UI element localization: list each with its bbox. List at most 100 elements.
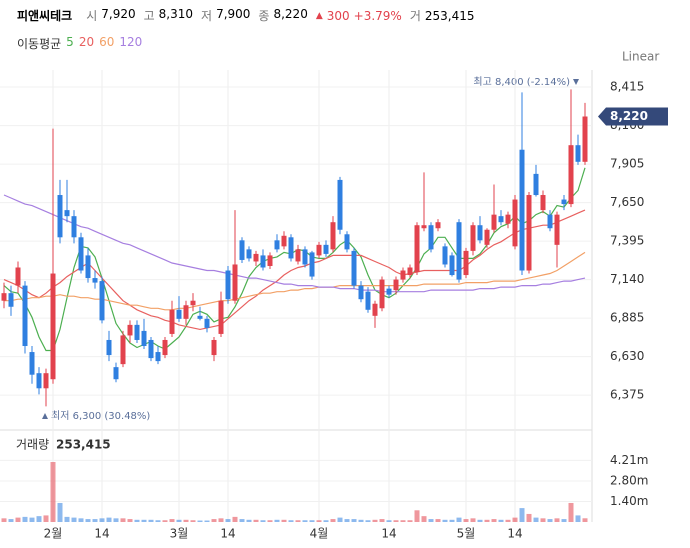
volume-bar (393, 520, 399, 522)
candle-body (533, 173, 539, 196)
candle-body (540, 195, 546, 211)
volume-bar (526, 513, 532, 522)
candle-body (456, 222, 462, 280)
volume-bar (449, 519, 455, 522)
volume-bar (554, 518, 560, 522)
volume-bar (113, 518, 119, 522)
volume-bar (533, 517, 539, 522)
volume-bar (330, 519, 336, 522)
volume-bar (568, 502, 574, 522)
volume-bar (477, 519, 483, 522)
candle-body (162, 339, 168, 356)
candle-body (365, 291, 371, 310)
candle-body (8, 293, 14, 307)
volume-bar (288, 520, 294, 522)
candle-body (323, 244, 329, 254)
header-label: 종 (258, 9, 270, 23)
candle-body (386, 288, 392, 295)
candle-body (127, 324, 133, 336)
volume-bar (50, 462, 56, 522)
volume-bar (260, 520, 266, 522)
y-tick-label: 6,885 (610, 311, 644, 325)
candle-body (512, 199, 518, 247)
scale-mode[interactable]: Linear (622, 50, 659, 64)
volume-bar (106, 517, 112, 522)
volume-bar (197, 520, 203, 522)
ma-legend: 이동평균 5 20 60 120 (17, 35, 142, 52)
candle-body (547, 214, 553, 229)
volume-bar (337, 517, 343, 522)
volume-bar (22, 516, 28, 522)
y-tick-label: 6,375 (610, 388, 644, 402)
volume-bar (372, 519, 378, 522)
candle-body (344, 234, 350, 250)
ma-legend-entry: 60 (99, 35, 115, 49)
volume-bar (519, 508, 525, 522)
volume-bar (246, 519, 252, 522)
candle-body (1, 293, 7, 301)
header-value: 8,220 (273, 7, 308, 21)
candle-body (22, 285, 28, 347)
volume-bar (498, 519, 504, 522)
candle-body (470, 225, 476, 251)
high-marker (573, 79, 579, 85)
candle-body (29, 352, 35, 375)
volume-bar (155, 520, 161, 522)
candle-body (428, 225, 434, 250)
volume-bar (57, 502, 63, 522)
volume-bar (169, 519, 175, 522)
y-tick-label: 8,415 (610, 80, 644, 94)
volume-bar (323, 520, 329, 522)
volume-bar (484, 519, 490, 522)
volume-bar (540, 518, 546, 522)
candle-body (491, 214, 497, 230)
candle-body (498, 216, 504, 223)
volume-bar (211, 519, 217, 522)
x-tick-label: 14 (220, 527, 235, 541)
x-tick-label: 14 (507, 527, 522, 541)
volume-tick-label: 4.21m (610, 453, 648, 467)
candle-body (232, 264, 238, 301)
candle-body (218, 300, 224, 334)
volume-bar (190, 520, 196, 522)
volume-bar (183, 519, 189, 522)
ma-label: 이동평균 (17, 37, 62, 51)
header-items: 시 7,920 고 8,310 저 7,900 종 8,220 (82, 7, 308, 24)
volume-label: 거 (409, 9, 421, 23)
volume-bar (148, 519, 154, 522)
volume-bar (1, 518, 7, 522)
volume-bar (92, 519, 98, 522)
volume-bar (225, 519, 231, 522)
volume-bar (127, 519, 133, 522)
candle-body (414, 225, 420, 273)
candle-body (253, 253, 259, 262)
candle-body (449, 255, 455, 276)
volume-bar (295, 520, 301, 522)
header: 피앤씨테크 시 7,920 고 8,310 저 7,900 종 8,220 ▲ 300 +3.… (17, 7, 475, 24)
volume-bar (281, 519, 287, 522)
volume-current: 253,415 (56, 438, 111, 452)
candle-body (225, 270, 231, 300)
candle-body (92, 278, 98, 283)
volume-bar (8, 519, 14, 522)
candle-body (561, 199, 567, 205)
candle-body (78, 237, 84, 271)
candle-body (148, 339, 154, 359)
candle-body (526, 195, 532, 271)
candle-body (554, 214, 560, 245)
volume-bar (547, 519, 553, 522)
candle-body (274, 240, 280, 250)
volume-bar (29, 517, 35, 522)
x-tick-label: 2월 (44, 527, 63, 541)
candle-body (15, 267, 21, 286)
volume-bar (379, 519, 385, 522)
volume-bar (505, 519, 511, 522)
low-annotation: 최저 6,300 (30.48%) (51, 410, 150, 422)
volume-bar (36, 516, 42, 522)
candle-body (71, 216, 77, 238)
candle-body (155, 352, 161, 362)
candle-body (113, 367, 119, 380)
y-tick-label: 7,650 (610, 195, 644, 209)
